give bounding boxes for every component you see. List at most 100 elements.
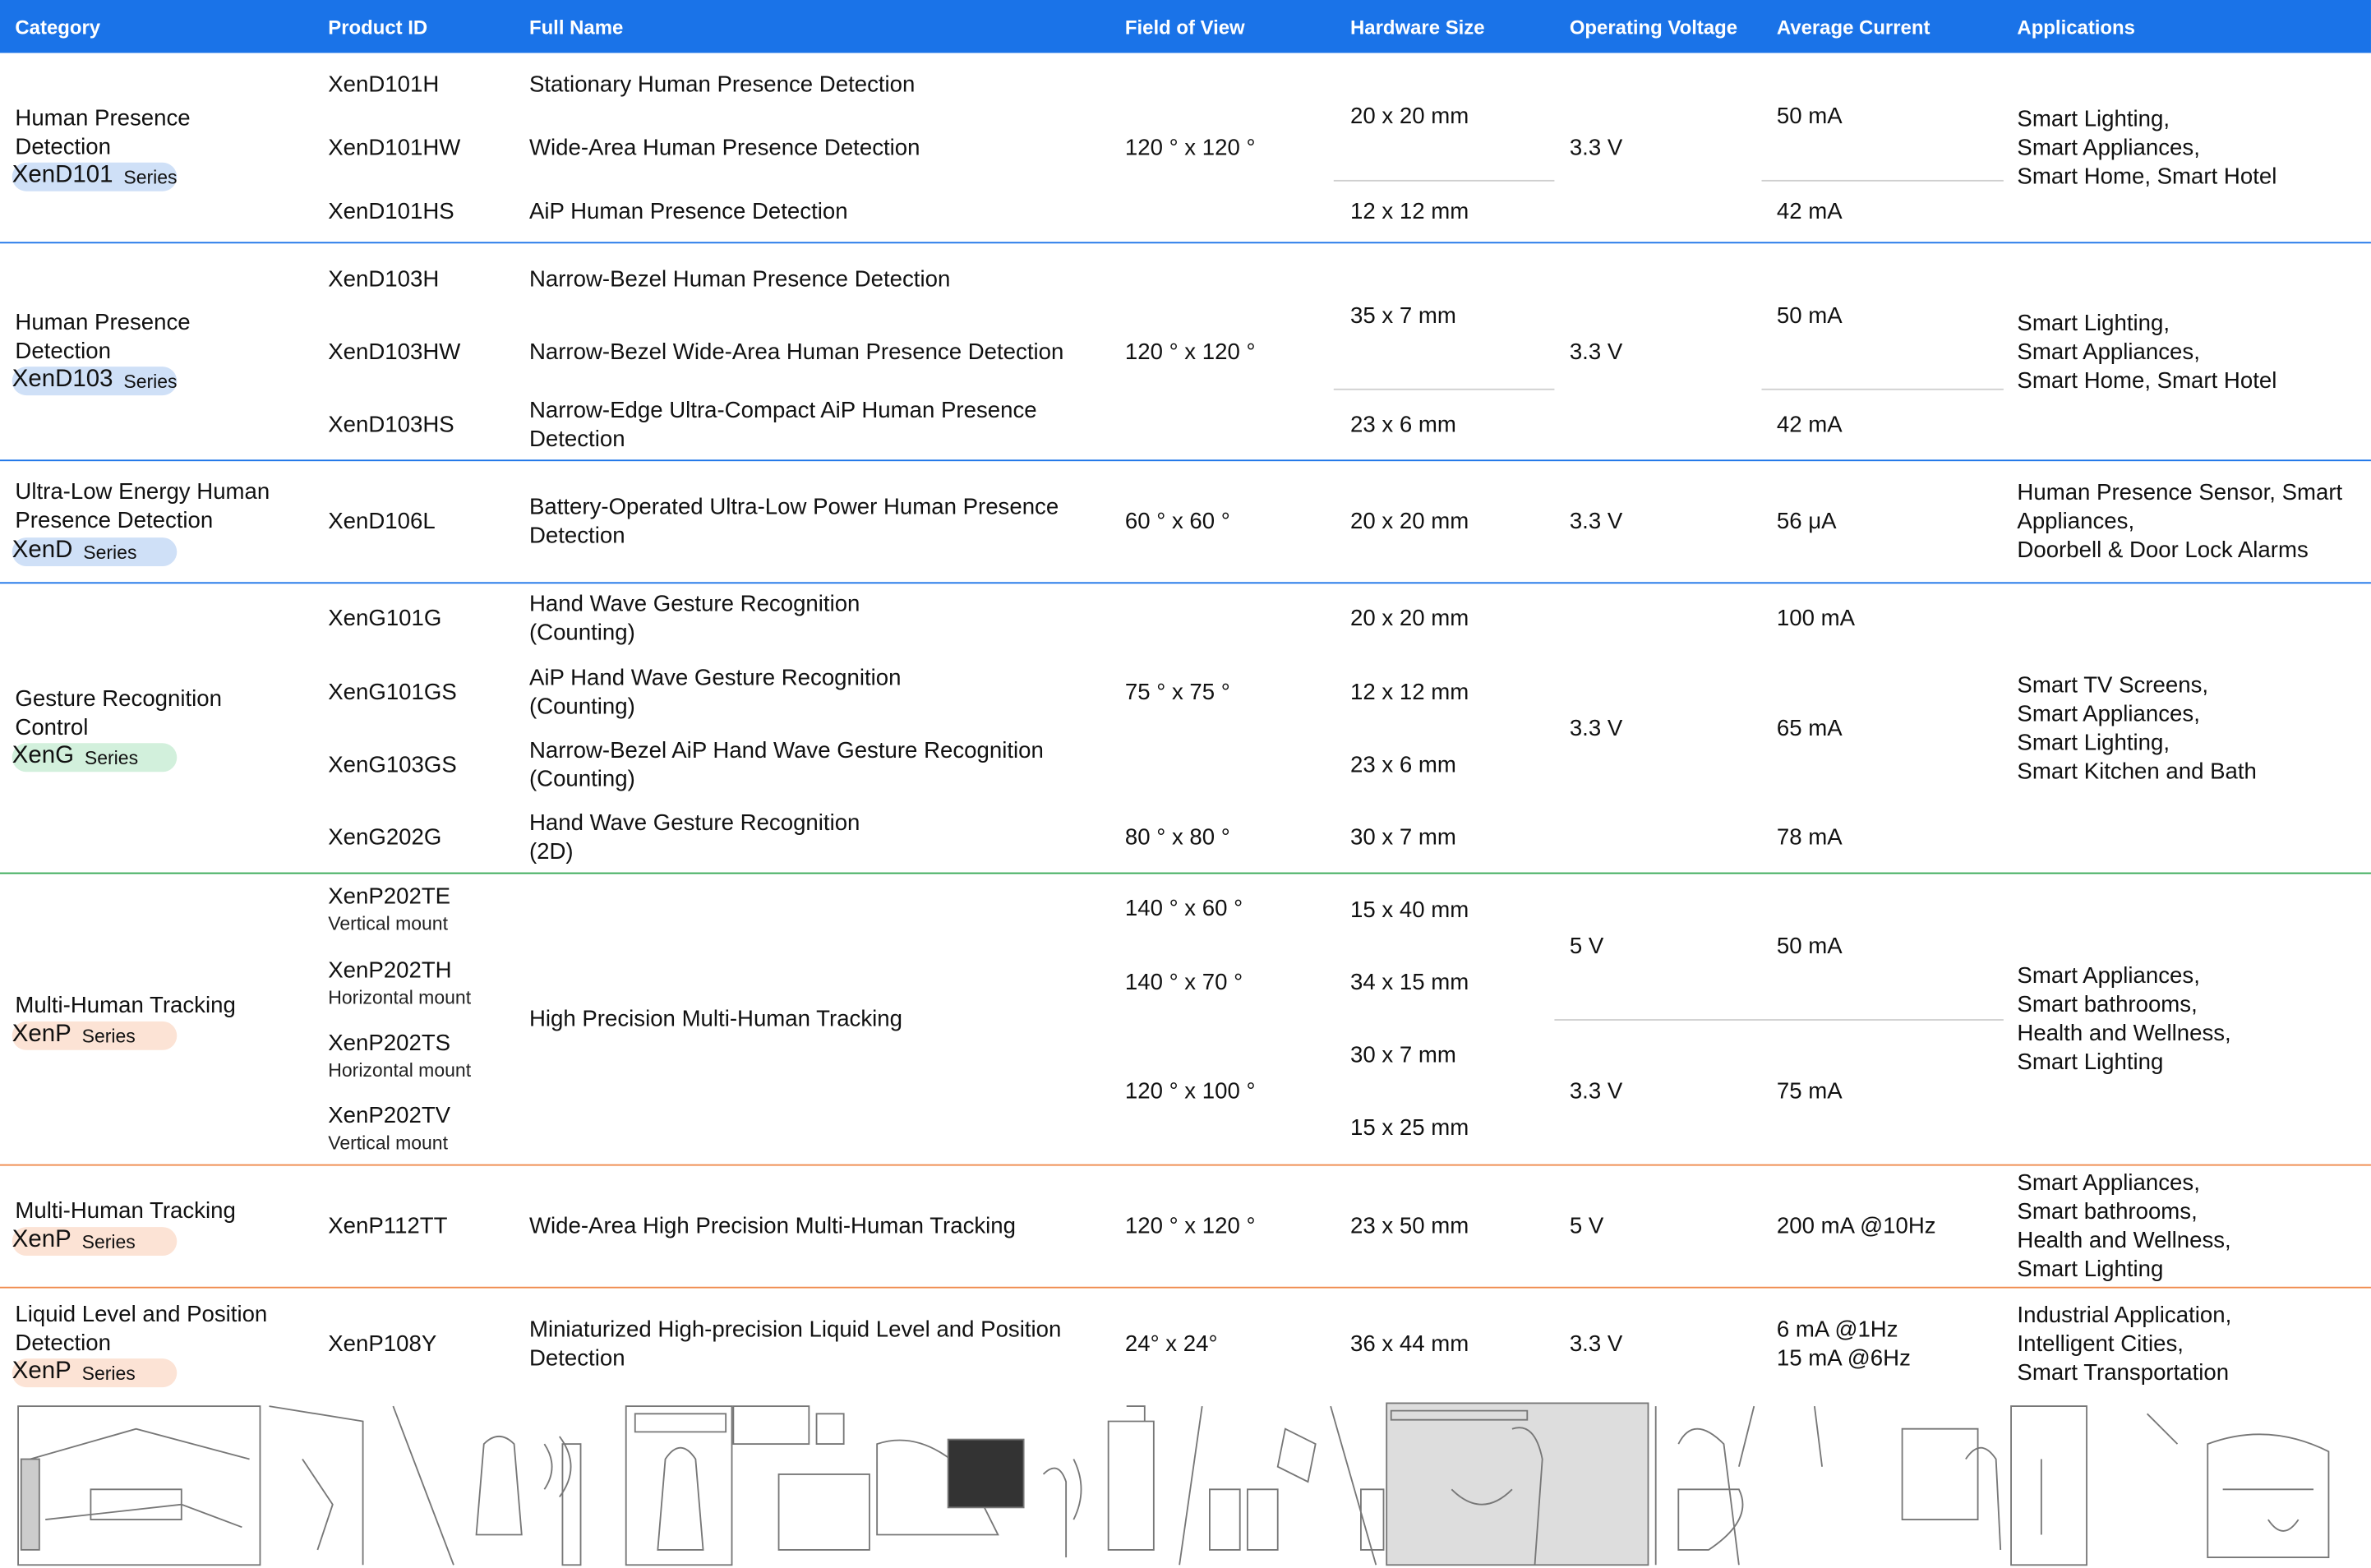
mount: Vertical mount — [328, 1132, 449, 1154]
separator — [1554, 1019, 2004, 1021]
header-cell: Category — [15, 16, 101, 39]
full-name: Battery-Operated Ultra-Low Power Human P… — [528, 494, 1059, 549]
current: 50 mA — [1776, 934, 1843, 960]
row-divider — [0, 459, 2371, 462]
hardware-size: 15 x 25 mm — [1350, 1114, 1469, 1141]
product-id: XenD106L — [328, 509, 436, 535]
row-divider — [0, 1164, 2371, 1167]
series-label: Series — [123, 167, 178, 189]
header-cell: Product ID — [328, 16, 428, 39]
mount: Vertical mount — [328, 913, 449, 935]
current: 42 mA — [1776, 412, 1843, 438]
row-divider — [0, 1286, 2371, 1289]
series-name: XenD103 — [12, 367, 113, 393]
product-id: XenP202TV — [328, 1103, 451, 1129]
applications: Human Presence Sensor, Smart Appliances,… — [2017, 480, 2343, 564]
current: 6 mA @1Hz 15 mA @6Hz — [1776, 1317, 1911, 1372]
series-badge: XenP Series — [12, 1227, 178, 1257]
series-name: XenD — [12, 537, 73, 564]
applications: Smart Lighting, Smart Appliances, Smart … — [2017, 311, 2277, 394]
product-id: XenD101HS — [328, 198, 454, 225]
current: 75 mA — [1776, 1078, 1843, 1105]
field-of-view: 120 ° x 120 ° — [1124, 135, 1256, 161]
hardware-size: 30 x 7 mm — [1350, 824, 1456, 851]
header-cell: Average Current — [1776, 16, 1930, 39]
separator — [1333, 179, 1555, 182]
hardware-size: 30 x 7 mm — [1350, 1042, 1456, 1068]
header-cell: Hardware Size — [1350, 16, 1485, 39]
field-of-view: 80 ° x 80 ° — [1124, 824, 1230, 851]
full-name: High Precision Multi-Human Tracking — [528, 1006, 902, 1032]
product-id: XenP202TH — [328, 957, 452, 984]
category: Ultra-Low Energy Human Presence Detectio… — [15, 479, 270, 534]
product-id: XenD103HW — [328, 339, 461, 366]
hardware-size: 20 x 20 mm — [1350, 104, 1469, 130]
field-of-view: 120 ° x 100 ° — [1124, 1078, 1256, 1105]
hardware-size: 35 x 7 mm — [1350, 302, 1456, 330]
header-cell: Applications — [2017, 16, 2135, 39]
full-name: Miniaturized High-precision Liquid Level… — [528, 1317, 1062, 1372]
full-name: AiP Hand Wave Gesture Recognition (Count… — [528, 665, 902, 720]
current: 78 mA — [1776, 824, 1843, 851]
hardware-size: 23 x 6 mm — [1350, 752, 1456, 778]
series-badge: XenP Series — [12, 1358, 178, 1388]
hardware-size: 34 x 15 mm — [1350, 970, 1469, 996]
hardware-size: 20 x 20 mm — [1350, 509, 1469, 535]
voltage: 5 V — [1569, 934, 1604, 960]
separator — [1333, 388, 1555, 390]
category: Human Presence Detection — [15, 105, 191, 161]
full-name: Wide-Area Human Presence Detection — [528, 135, 920, 161]
row-divider — [0, 242, 2371, 244]
voltage: 3.3 V — [1569, 716, 1623, 742]
field-of-view: 140 ° x 60 ° — [1124, 896, 1243, 922]
applications: Smart Lighting, Smart Appliances, Smart … — [2017, 106, 2277, 190]
series-label: Series — [81, 1026, 136, 1048]
product-id: XenG101GS — [328, 680, 457, 706]
header-bar — [0, 0, 2371, 53]
series-badge: XenD103 Series — [12, 367, 178, 396]
hardware-size: 12 x 12 mm — [1350, 680, 1469, 706]
product-id: XenP108Y — [328, 1331, 437, 1358]
full-name: Narrow-Bezel AiP Hand Wave Gesture Recog… — [528, 737, 1044, 793]
category: Liquid Level and Position Detection — [15, 1302, 268, 1357]
field-of-view: 140 ° x 70 ° — [1124, 970, 1243, 996]
current: 50 mA — [1776, 104, 1843, 130]
full-name: Narrow-Bezel Human Presence Detection — [528, 266, 951, 293]
applications: Smart TV Screens, Smart Appliances, Smar… — [2017, 672, 2257, 785]
full-name: Hand Wave Gesture Recognition (Counting) — [528, 591, 860, 646]
field-of-view: 24° x 24° — [1124, 1331, 1218, 1358]
product-id: XenD103HS — [328, 412, 454, 438]
applications: Industrial Application, Intelligent Citi… — [2017, 1303, 2232, 1386]
full-name: Narrow-Edge Ultra-Compact AiP Human Pres… — [528, 397, 1037, 453]
applications: Smart Appliances, Smart bathrooms, Healt… — [2017, 1170, 2231, 1283]
field-of-view: 120 ° x 120 ° — [1124, 339, 1256, 366]
product-id: XenP112TT — [328, 1213, 448, 1239]
field-of-view: 75 ° x 75 ° — [1124, 680, 1230, 706]
separator — [1761, 388, 2004, 390]
category: Multi-Human Tracking — [15, 992, 236, 1019]
hardware-size: 12 x 12 mm — [1350, 198, 1469, 225]
series-name: XenG — [12, 743, 75, 769]
series-name: XenP — [12, 1358, 71, 1385]
voltage: 3.3 V — [1569, 509, 1623, 535]
product-id: XenG103GS — [328, 752, 457, 778]
product-id: XenD103H — [328, 266, 440, 293]
illustration-strip — [17, 1402, 2330, 1566]
product-id: XenD101H — [328, 71, 440, 98]
series-name: XenD101 — [12, 162, 113, 189]
current: 65 mA — [1776, 716, 1843, 742]
category: Multi-Human Tracking — [15, 1198, 236, 1224]
hardware-size: 36 x 44 mm — [1350, 1331, 1469, 1358]
mount: Horizontal mount — [328, 987, 472, 1009]
product-id: XenP202TS — [328, 1030, 451, 1057]
row-divider — [0, 582, 2371, 584]
header-cell: Full Name — [528, 16, 624, 39]
full-name: Narrow-Bezel Wide-Area Human Presence De… — [528, 339, 1064, 366]
series-badge: XenD Series — [12, 537, 178, 567]
series-label: Series — [83, 542, 137, 564]
product-id: XenP202TE — [328, 883, 451, 910]
header-cell: Field of View — [1124, 16, 1245, 39]
applications: Smart Appliances, Smart bathrooms, Healt… — [2017, 963, 2231, 1076]
